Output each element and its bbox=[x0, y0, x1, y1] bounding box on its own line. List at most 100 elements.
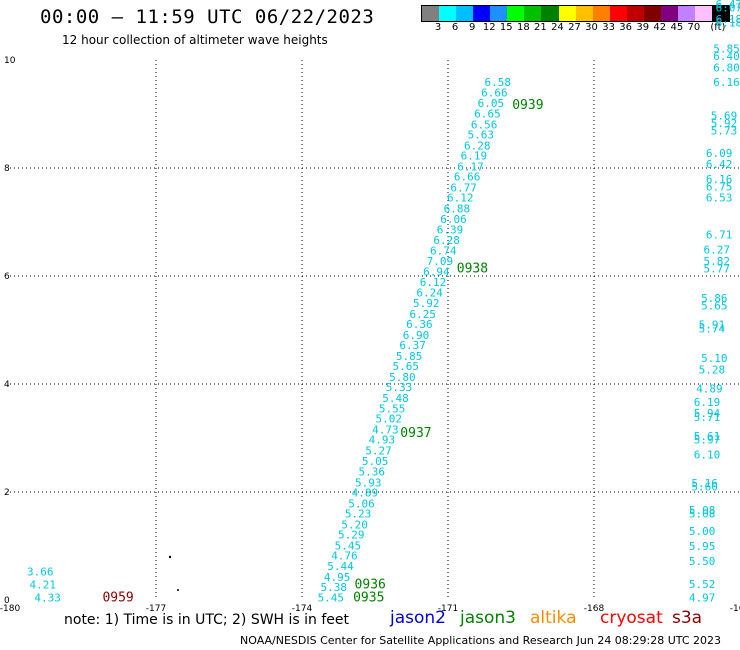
wave-height-label: 6.66 bbox=[481, 86, 508, 99]
wave-height-label: 6.12 bbox=[447, 192, 474, 205]
wave-height-label: 5.65 bbox=[701, 300, 728, 313]
colorbar-swatch bbox=[456, 6, 474, 21]
wave-height-label: 6.90 bbox=[403, 329, 430, 342]
colorbar-label: 6 bbox=[451, 22, 459, 33]
wave-height-label: 6.16 bbox=[706, 173, 733, 186]
wave-height-label: 6.37 bbox=[399, 339, 426, 352]
wave-height-label: 6.07 bbox=[716, 2, 740, 15]
wave-height-label: 4.73 bbox=[372, 423, 399, 436]
wave-height-label: 5.00 bbox=[689, 525, 716, 538]
wave-height-label: 5.55 bbox=[379, 402, 406, 415]
wave-height-label: 5.74 bbox=[699, 322, 726, 335]
pass-time-label: 0937 bbox=[400, 426, 431, 441]
wave-height-label: 5.28 bbox=[699, 363, 726, 376]
wave-height-label: 6.28 bbox=[433, 234, 460, 247]
wave-height-label: 5.36 bbox=[358, 465, 385, 478]
time-labels: 0935093609370938093909590600055055055 bbox=[102, 98, 543, 605]
wave-height-label: 6.42 bbox=[706, 158, 733, 171]
colorbar-swatch bbox=[507, 6, 525, 21]
wave-height-label: 5.06 bbox=[348, 497, 375, 510]
wave-height-label: 6.18 bbox=[716, 13, 740, 26]
y-tick-label: 0 bbox=[4, 596, 10, 606]
x-tick-label: -168 bbox=[584, 604, 605, 614]
wave-height-label: 5.45 bbox=[318, 591, 345, 604]
colorbar-swatch bbox=[677, 6, 695, 21]
pass-time-label: 0959 bbox=[102, 590, 133, 605]
wave-height-label: 6.53 bbox=[706, 192, 733, 205]
wave-height-label: 5.44 bbox=[327, 560, 354, 573]
wave-height-label: 5.92 bbox=[711, 117, 738, 130]
y-tick-label: 6 bbox=[4, 272, 10, 282]
pass-time-label: 0939 bbox=[512, 98, 543, 113]
wave-height-label: 5.27 bbox=[365, 444, 392, 457]
satellite-jason2: jason2 bbox=[390, 608, 446, 628]
data-labels: 5.455.384.955.444.765.455.295.205.235.06… bbox=[27, 0, 740, 604]
wave-height-label: 6.05 bbox=[478, 97, 505, 110]
axis-ticks: -180 -177 -174 -171 -168 -165 0 2 4 6 8 10 bbox=[0, 56, 740, 614]
colorbar-swatch bbox=[541, 6, 559, 21]
y-tick-label: 10 bbox=[4, 56, 16, 66]
colorbar-label: 45 bbox=[670, 22, 684, 33]
wave-height-label: 4.33 bbox=[34, 591, 61, 604]
wave-height-label: 6.17 bbox=[457, 160, 484, 173]
wave-height-label: 5.08 bbox=[689, 508, 716, 521]
colorbar-swatch bbox=[524, 6, 542, 21]
wave-height-label: 5.50 bbox=[689, 555, 716, 568]
y-tick-label: 8 bbox=[4, 164, 10, 174]
wave-height-label: 5.05 bbox=[362, 455, 389, 468]
wave-height-label: 6.66 bbox=[454, 171, 481, 184]
wave-height-label: 5.20 bbox=[341, 518, 368, 531]
wave-height-label: 6.80 bbox=[713, 62, 740, 75]
wave-height-label: 6.24 bbox=[416, 287, 443, 300]
colorbar-swatch bbox=[695, 6, 713, 21]
wave-height-label: 6.40 bbox=[713, 50, 740, 63]
stray-dot bbox=[177, 589, 179, 591]
x-tick-label: -177 bbox=[146, 604, 166, 614]
pass-time-label: 0936 bbox=[355, 577, 386, 592]
wave-height-label: 5.08 bbox=[689, 504, 716, 517]
colorbar-label: 30 bbox=[585, 22, 598, 33]
wave-height-label: 5.91 bbox=[699, 319, 726, 332]
x-tick-label: -165 bbox=[730, 604, 740, 614]
colorbar-swatch bbox=[592, 6, 610, 21]
wave-height-label: 6.94 bbox=[423, 266, 450, 279]
colorbar-label: 3 bbox=[434, 22, 442, 33]
colorbar-label: 15 bbox=[499, 22, 513, 33]
wave-height-label: 5.95 bbox=[689, 540, 716, 553]
y-tick-label: 2 bbox=[4, 488, 10, 498]
wave-height-label: 7.09 bbox=[427, 255, 454, 268]
wave-height-label: 4.95 bbox=[324, 571, 351, 584]
wave-height-label: 6.06 bbox=[440, 213, 467, 226]
wave-height-label: 5.71 bbox=[694, 411, 721, 424]
chart-title: 00:00 – 11:59 UTC 06/22/2023 bbox=[40, 6, 375, 28]
wave-height-label: 5.94 bbox=[694, 407, 721, 420]
wave-height-label: 4.93 bbox=[369, 434, 396, 447]
wave-height-label: 5.65 bbox=[393, 360, 420, 373]
wave-height-label: 6.71 bbox=[706, 228, 733, 241]
chart-subtitle: 12 hour collection of altimeter wave hei… bbox=[62, 33, 328, 47]
plot-grid bbox=[10, 60, 740, 600]
colorbar-label: 27 bbox=[568, 22, 581, 33]
wave-height-label: 5.77 bbox=[704, 262, 731, 275]
wave-height-label: 5.82 bbox=[704, 255, 731, 268]
wave-height-label: 4.89 bbox=[352, 487, 379, 500]
colorbar-swatch bbox=[473, 6, 491, 21]
colorbar-swatch bbox=[558, 6, 576, 21]
wave-height-label: 4.21 bbox=[29, 578, 56, 591]
wave-height-label: 5.80 bbox=[389, 371, 416, 384]
wave-height-label: 6.36 bbox=[406, 318, 433, 331]
x-tick-label: -180 bbox=[0, 604, 20, 614]
wave-height-label: 6.58 bbox=[485, 76, 512, 89]
wave-height-label: 4.76 bbox=[331, 550, 358, 563]
colorbar-swatch bbox=[490, 6, 508, 21]
colorbar-label: 21 bbox=[534, 22, 547, 33]
wave-height-label: 6.18 bbox=[716, 17, 740, 30]
wave-height-label: 6.25 bbox=[410, 308, 437, 321]
wave-height-label: 5.48 bbox=[382, 392, 409, 405]
wave-height-label: 3.66 bbox=[27, 565, 54, 578]
wave-height-label: 6.27 bbox=[704, 244, 731, 257]
wave-height-label: 5.61 bbox=[694, 430, 721, 443]
wave-height-label: 6.77 bbox=[450, 181, 477, 194]
wave-height-label: 6.88 bbox=[444, 203, 471, 216]
